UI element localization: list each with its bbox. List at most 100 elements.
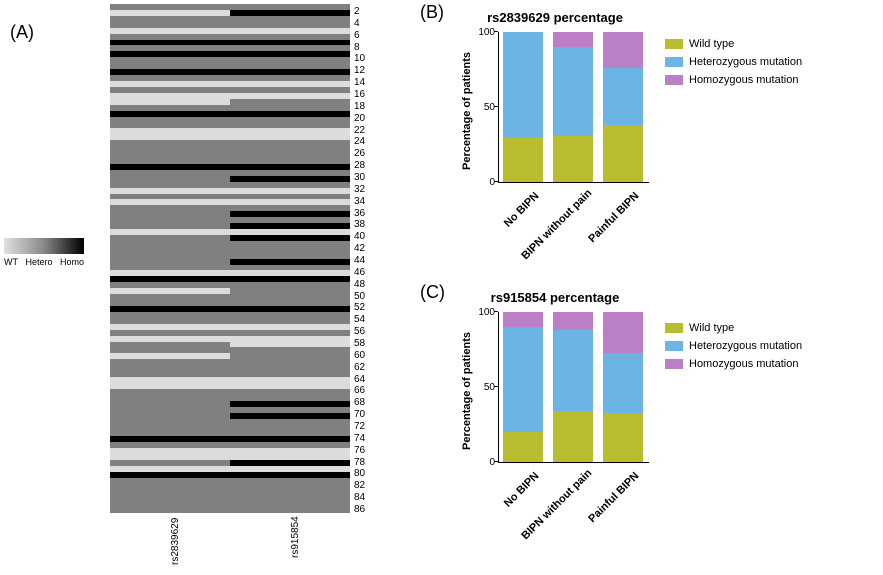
bar-segment [503,432,543,462]
legend-item: Wild type [665,322,802,334]
bar-group [503,312,543,462]
legend-label: Wild type [689,38,734,50]
bar-segment [553,330,593,411]
heatmap-y-tick: 14 [354,77,365,88]
heatmap-y-tick: 18 [354,101,365,112]
heatmap-y-tick: 28 [354,160,365,171]
heatmap-y-tick: 58 [354,338,365,349]
heatmap-y-tick: 4 [354,18,360,29]
bar-group [553,312,593,462]
bar-y-tick: 100 [471,27,495,38]
bar-y-tick: 100 [471,307,495,318]
bar-group [603,32,643,182]
heatmap-y-tick: 78 [354,457,365,468]
legend-swatch [665,341,683,351]
heatmap-y-tick: 56 [354,326,365,337]
panel-b-label: (B) [420,2,444,23]
heatmap-y-tick: 70 [354,409,365,420]
legend-c: Wild typeHeterozygous mutationHomozygous… [665,322,802,376]
bar-y-tick-mark [494,31,498,32]
bar-y-tick-mark [494,106,498,107]
bar-y-tick: 50 [471,102,495,113]
heatmap-y-tick: 54 [354,314,365,325]
legend-swatch [665,359,683,369]
heatmap-y-tick: 44 [354,255,365,266]
heatmap-y-tick: 36 [354,208,365,219]
heatmap-row [110,507,350,513]
bar-y-tick: 50 [471,382,495,393]
chart-b-plot: 050100No BIPNBIPN without painPainful BI… [498,32,649,183]
heatmap-y-tick: 62 [354,362,365,373]
heatmap-y-tick: 30 [354,172,365,183]
heatmap-y-tick: 34 [354,196,365,207]
heatmap-y-tick: 80 [354,468,365,479]
heatmap-y-tick: 12 [354,65,365,76]
heatmap-y-tick: 10 [354,53,365,64]
bar-segment [553,136,593,183]
heatmap-y-tick: 74 [354,433,365,444]
heatmap-y-tick: 16 [354,89,365,100]
bar-segment [553,312,593,330]
legend-item: Heterozygous mutation [665,56,802,68]
bar-segment [553,32,593,47]
legend-b: Wild type Heterozygous mutation Homozygous… [665,38,802,92]
bar-segment [603,413,643,463]
bar-segment [503,137,543,182]
heatmap-y-tick: 84 [354,492,365,503]
heatmap-y-tick: 24 [354,136,365,147]
heatmap-y-tick: 22 [354,125,365,136]
bar-segment [603,68,643,125]
chart-b: rs2839629 percentage Percentage of patie… [460,10,650,260]
heatmap-y-tick: 60 [354,350,365,361]
legend-item: Homozygous mutation [665,74,802,86]
legend-label: Homozygous mutation [689,74,798,86]
gradient-label-wt: WT [4,257,18,267]
heatmap-y-tick: 76 [354,445,365,456]
heatmap [110,4,350,514]
heatmap-y-tick: 50 [354,291,365,302]
gradient-label-hetero: Hetero [25,257,52,267]
heatmap-gradient-legend: WT Hetero Homo [4,238,84,267]
heatmap-y-tick: 64 [354,374,365,385]
heatmap-cell [230,507,350,513]
bar-y-tick-mark [494,386,498,387]
heatmap-x-tick: rs2839629 [170,518,181,565]
heatmap-y-tick: 20 [354,113,365,124]
bar-segment [503,327,543,432]
bar-y-tick-mark [494,461,498,462]
bar-y-tick-mark [494,181,498,182]
legend-swatch [665,323,683,333]
chart-c-plot: 050100No BIPNBIPN without painPainful BI… [498,312,649,463]
heatmap-y-tick: 40 [354,231,365,242]
heatmap-y-tick: 6 [354,30,360,41]
chart-b-title: rs2839629 percentage [460,10,650,25]
heatmap-x-tick: rs915854 [290,516,301,558]
heatmap-y-tick: 38 [354,219,365,230]
bar-y-tick: 0 [471,177,495,188]
panel-a-label: (A) [10,22,34,43]
legend-swatch [665,57,683,67]
heatmap-y-tick: 82 [354,480,365,491]
gradient-bar [4,238,84,254]
panel-c-label: (C) [420,282,445,303]
heatmap-y-tick: 26 [354,148,365,159]
heatmap-y-tick: 66 [354,385,365,396]
heatmap-y-tick: 2 [354,6,360,17]
bar-group [553,32,593,182]
bar-y-tick: 0 [471,457,495,468]
gradient-label-homo: Homo [60,257,84,267]
chart-c: rs915854 percentage Percentage of patien… [460,290,650,540]
bar-segment [503,312,543,327]
heatmap-y-tick: 42 [354,243,365,254]
bar-y-tick-mark [494,311,498,312]
legend-label: Heterozygous mutation [689,56,802,68]
heatmap-y-axis: 2468101214161820222426283032343638404244… [354,4,384,514]
bar-group [503,32,543,182]
legend-label: Heterozygous mutation [689,340,802,352]
heatmap-y-tick: 68 [354,397,365,408]
heatmap-x-axis: rs2839629 rs915854 [110,520,350,575]
bar-segment [603,32,643,68]
legend-label: Wild type [689,322,734,334]
bar-segment [553,411,593,462]
heatmap-y-tick: 48 [354,279,365,290]
